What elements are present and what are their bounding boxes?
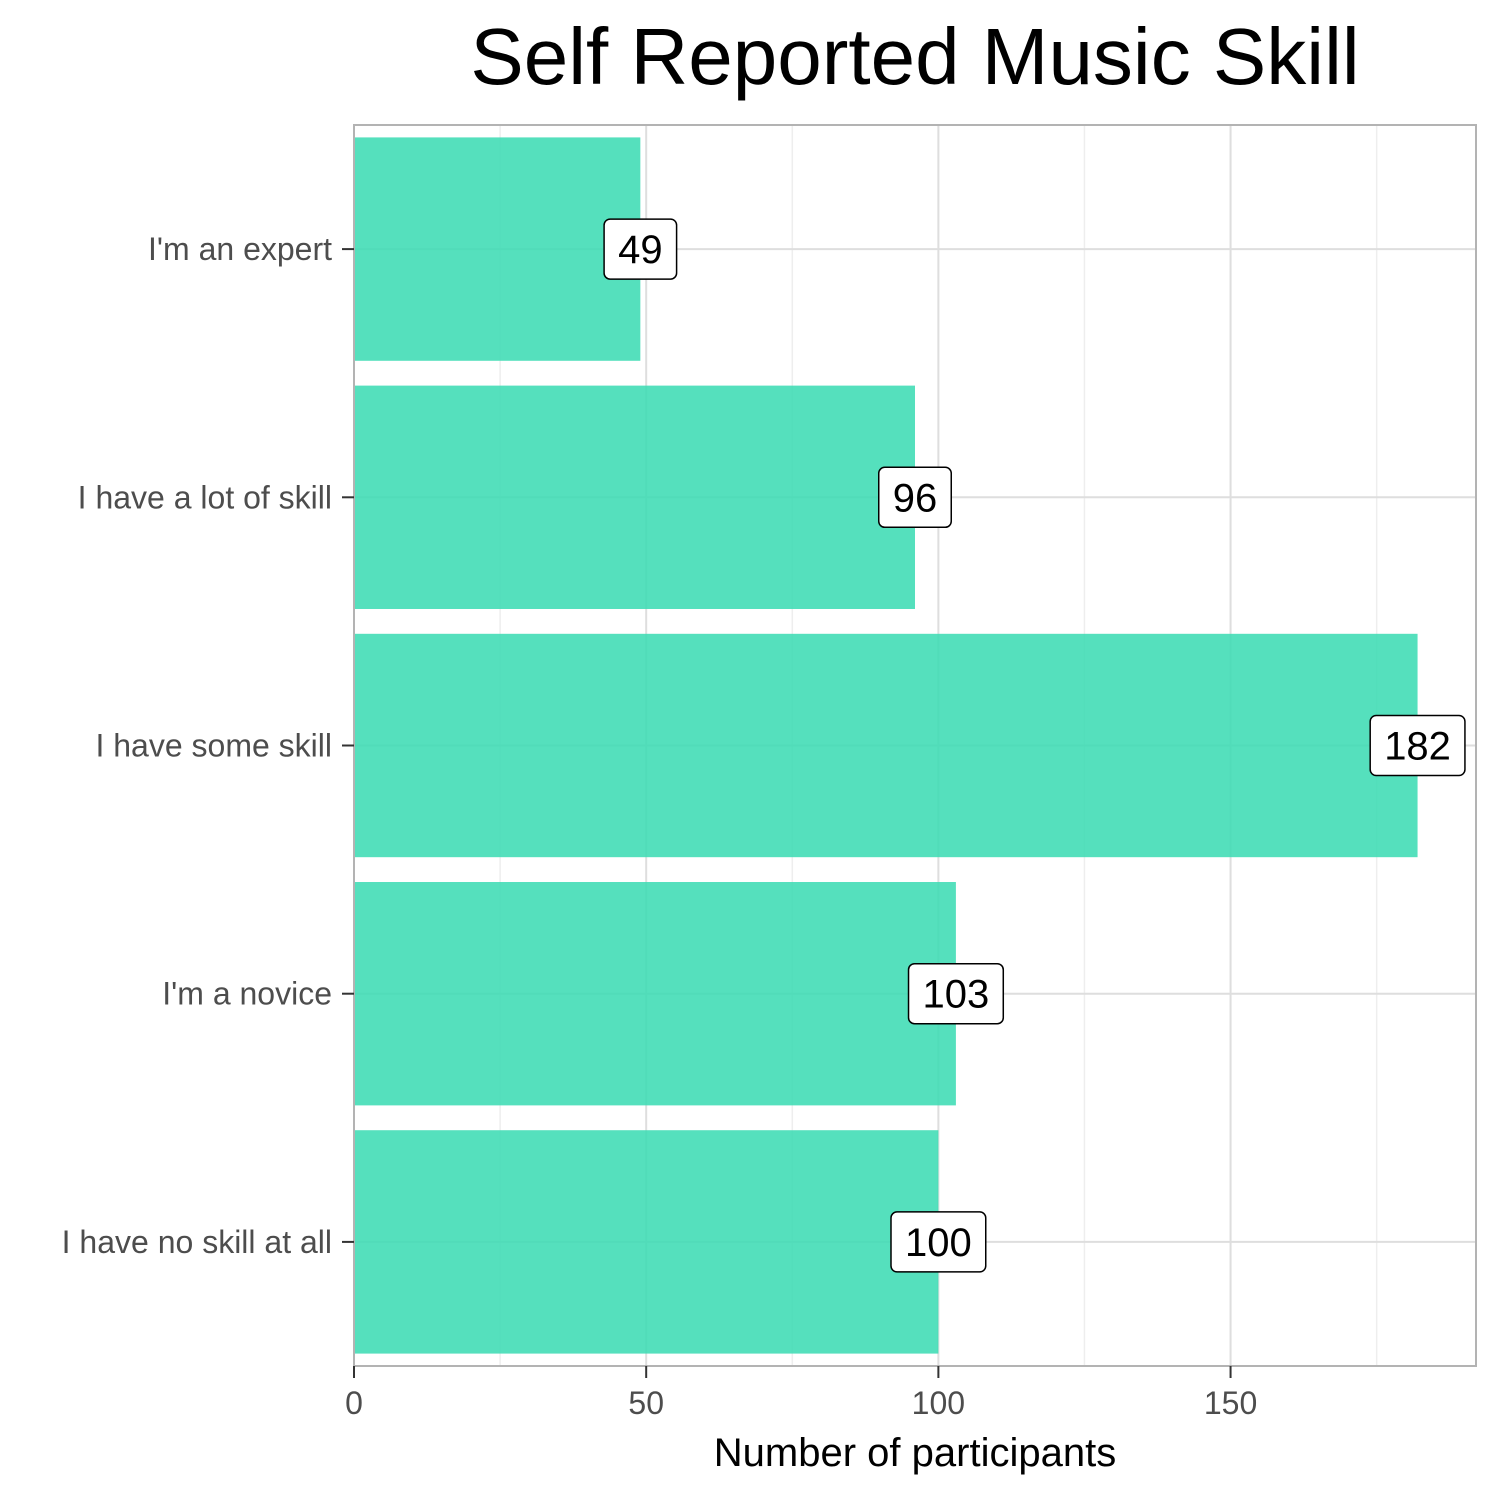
data-label-text: 96 [893,476,938,520]
bar [354,882,956,1106]
data-label-text: 100 [905,1221,972,1265]
bar [354,385,915,609]
bar [354,1130,939,1354]
data-label-box [907,962,1005,1025]
y-tick-label: I'm a novice [162,976,332,1012]
bar [354,137,641,361]
data-label: 100 [890,1211,987,1273]
data-label: 96 [878,466,952,529]
x-tick-label: 50 [628,1385,664,1421]
data-label: 103 [907,962,1005,1025]
y-tick-label: I have some skill [95,728,332,764]
data-label-box [890,1211,987,1273]
y-tick-label: I have no skill at all [62,1224,332,1260]
data-labels-layer: 49 96 182 103 100 [603,218,1466,1273]
data-label-box [603,218,678,280]
data-label-box [878,466,952,529]
data-label-text: 103 [923,973,990,1017]
y-tick-label: I'm an expert [148,231,332,267]
axes-layer: I'm an expert I have a lot of skill I have… [62,124,1477,1421]
data-label-text: 182 [1384,725,1451,769]
x-tick-label: 0 [345,1385,363,1421]
x-tick-label: 150 [1204,1385,1257,1421]
x-axis-title: Number of participants [714,1431,1116,1475]
data-label-box [1369,714,1466,777]
data-label: 182 [1369,714,1466,777]
data-label-text: 49 [618,228,663,272]
bar [354,633,1418,858]
data-label: 49 [603,218,678,280]
y-tick-label: I have a lot of skill [78,479,332,515]
x-tick-label: 100 [912,1385,965,1421]
bars-layer [354,137,1418,1354]
chart-title: Self Reported Music Skill [470,12,1359,101]
